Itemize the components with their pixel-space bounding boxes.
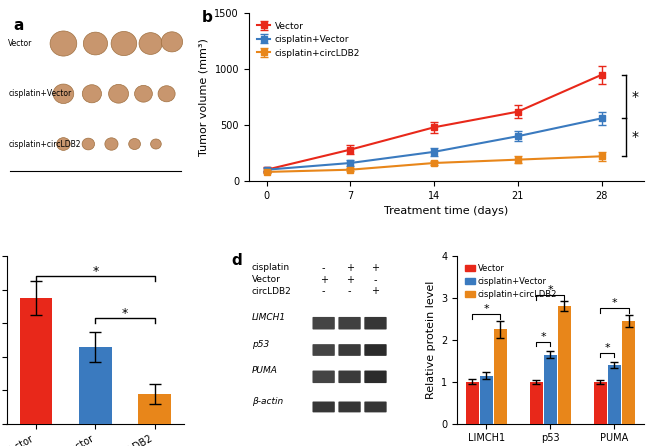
Bar (594, 382, 607, 424)
Text: *: * (612, 298, 618, 308)
Text: d: d (231, 253, 242, 268)
Text: b: b (202, 10, 213, 25)
Bar (138, 394, 171, 424)
Text: -: - (348, 286, 351, 297)
Circle shape (129, 139, 140, 149)
Circle shape (83, 32, 107, 55)
Circle shape (53, 84, 73, 103)
Text: +: + (320, 275, 328, 285)
X-axis label: Treatment time (days): Treatment time (days) (384, 206, 508, 216)
Bar (480, 376, 493, 424)
Text: PUMA: PUMA (252, 367, 278, 376)
Circle shape (82, 138, 94, 150)
Text: +: + (346, 263, 354, 273)
Text: *: * (632, 130, 638, 145)
Legend: Vector, cisplatin+Vector, cisplatin+circLDB2: Vector, cisplatin+Vector, cisplatin+circ… (254, 18, 364, 61)
Legend: Vector, cisplatin+Vector, cisplatin+circLDB2: Vector, cisplatin+Vector, cisplatin+circ… (462, 260, 561, 302)
FancyBboxPatch shape (365, 344, 387, 356)
Y-axis label: Tumor volume (mm³): Tumor volume (mm³) (199, 38, 209, 156)
Text: cisplatin+Vector: cisplatin+Vector (8, 89, 72, 98)
Text: *: * (540, 332, 546, 343)
Circle shape (50, 31, 77, 56)
Bar (544, 355, 557, 424)
Circle shape (111, 32, 136, 56)
Text: Vector: Vector (252, 275, 281, 284)
Circle shape (161, 32, 183, 52)
Text: Vector: Vector (8, 39, 32, 48)
Text: a: a (14, 18, 24, 33)
Text: +: + (372, 263, 380, 273)
Text: *: * (484, 304, 489, 314)
Text: *: * (547, 285, 553, 296)
Text: -: - (322, 286, 326, 297)
Text: *: * (632, 90, 638, 103)
Text: -: - (322, 263, 326, 273)
Circle shape (139, 33, 162, 54)
Text: *: * (92, 265, 99, 278)
Circle shape (109, 84, 129, 103)
Circle shape (83, 85, 101, 103)
FancyBboxPatch shape (313, 371, 335, 383)
FancyBboxPatch shape (313, 317, 335, 330)
FancyBboxPatch shape (339, 371, 361, 383)
Text: cisplatin+circLDB2: cisplatin+circLDB2 (8, 140, 81, 149)
FancyBboxPatch shape (339, 317, 361, 330)
Bar (530, 382, 543, 424)
Bar (622, 321, 635, 424)
Text: p53: p53 (252, 340, 269, 349)
Circle shape (158, 86, 175, 102)
Text: +: + (346, 275, 354, 285)
FancyBboxPatch shape (365, 317, 387, 330)
Circle shape (151, 139, 161, 149)
Text: +: + (372, 286, 380, 297)
FancyBboxPatch shape (339, 344, 361, 356)
FancyBboxPatch shape (365, 401, 387, 413)
Text: cisplatin: cisplatin (252, 264, 290, 273)
Text: circLDB2: circLDB2 (252, 287, 291, 296)
Circle shape (105, 138, 118, 150)
Text: *: * (122, 307, 128, 320)
FancyBboxPatch shape (313, 344, 335, 356)
Text: LIMCH1: LIMCH1 (252, 313, 286, 322)
Text: *: * (604, 343, 610, 353)
Bar (608, 365, 621, 424)
Y-axis label: Relative protein level: Relative protein level (426, 281, 436, 399)
FancyBboxPatch shape (339, 401, 361, 413)
Bar (20, 298, 53, 424)
Bar (558, 306, 571, 424)
FancyBboxPatch shape (313, 401, 335, 413)
Circle shape (57, 138, 70, 150)
FancyBboxPatch shape (365, 371, 387, 383)
Bar (79, 347, 112, 424)
Bar (494, 330, 507, 424)
Bar (465, 382, 478, 424)
Circle shape (135, 85, 152, 102)
Text: -: - (374, 275, 377, 285)
Text: β-actin: β-actin (252, 397, 283, 406)
